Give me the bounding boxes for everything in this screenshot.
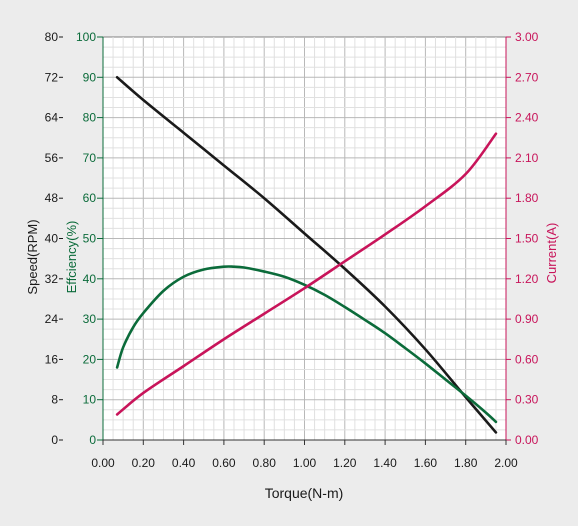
- current-tick-label: 2.40: [515, 111, 539, 125]
- efficiency-tick-label: 80: [83, 111, 97, 125]
- series-layer: [115, 76, 498, 434]
- current-tick-label: 0.90: [515, 312, 539, 326]
- current-tick-label: 1.80: [515, 191, 539, 205]
- x-tick-label: 0.20: [132, 456, 156, 470]
- speed-tick-label: 48: [45, 191, 59, 205]
- efficiency-tick-label: 0: [89, 433, 96, 447]
- current-tick-label: 0.00: [515, 433, 539, 447]
- x-tick-label: 0.60: [212, 456, 236, 470]
- efficiency-tick-label: 60: [83, 191, 97, 205]
- x-tick-label: 0.00: [91, 456, 115, 470]
- x-tick-label: 1.00: [293, 456, 317, 470]
- efficiency-axis-title: Effciency(%): [64, 221, 79, 294]
- speed-axis-title: Speed(RPM): [25, 219, 40, 294]
- efficiency-tick-label: 90: [83, 70, 97, 84]
- efficiency-tick-label: 10: [83, 393, 97, 407]
- speed-tick-label: 64: [45, 111, 59, 125]
- speed-tick-label: 24: [45, 312, 59, 326]
- speed-tick-label: 8: [51, 393, 58, 407]
- speed-tick-label: 72: [45, 70, 59, 84]
- efficiency-tick-label: 70: [83, 151, 97, 165]
- speed-tick-label: 80: [45, 30, 59, 44]
- current-tick-label: 0.30: [515, 393, 539, 407]
- x-tick-label: 1.60: [414, 456, 438, 470]
- speed-curve: [115, 76, 498, 434]
- efficiency-tick-label: 100: [76, 30, 96, 44]
- speed-tick-label: 16: [45, 352, 59, 366]
- current-tick-label: 2.70: [515, 70, 539, 84]
- efficiency-tick-label: 50: [83, 232, 97, 246]
- efficiency-tick-label: 20: [83, 352, 97, 366]
- x-tick-label: 1.40: [373, 456, 397, 470]
- current-tick-label: 2.10: [515, 151, 539, 165]
- speed-tick-label: 0: [51, 433, 58, 447]
- x-axis-title: Torque(N-m): [265, 485, 344, 501]
- x-tick-label: 2.00: [494, 456, 518, 470]
- current-tick-label: 1.50: [515, 232, 539, 246]
- x-tick-label: 1.20: [333, 456, 357, 470]
- efficiency-curve: [115, 265, 498, 424]
- current-tick-label: 1.20: [515, 272, 539, 286]
- current-axis-title: Current(A): [544, 223, 559, 284]
- efficiency-tick-label: 30: [83, 312, 97, 326]
- speed-tick-label: 40: [45, 232, 59, 246]
- current-tick-label: 3.00: [515, 30, 539, 44]
- efficiency-tick-label: 40: [83, 272, 97, 286]
- current-tick-label: 0.60: [515, 352, 539, 366]
- x-tick-label: 1.80: [454, 456, 478, 470]
- x-tick-label: 0.40: [172, 456, 196, 470]
- x-tick-label: 0.80: [253, 456, 277, 470]
- current-curve: [115, 132, 498, 416]
- speed-tick-label: 32: [45, 272, 59, 286]
- ticks: 0 8 16 24 32 40 48 56 64 72 80 0 10 20 30 40 50 60 70 80 90 1…: [45, 30, 539, 470]
- speed-tick-label: 56: [45, 151, 59, 165]
